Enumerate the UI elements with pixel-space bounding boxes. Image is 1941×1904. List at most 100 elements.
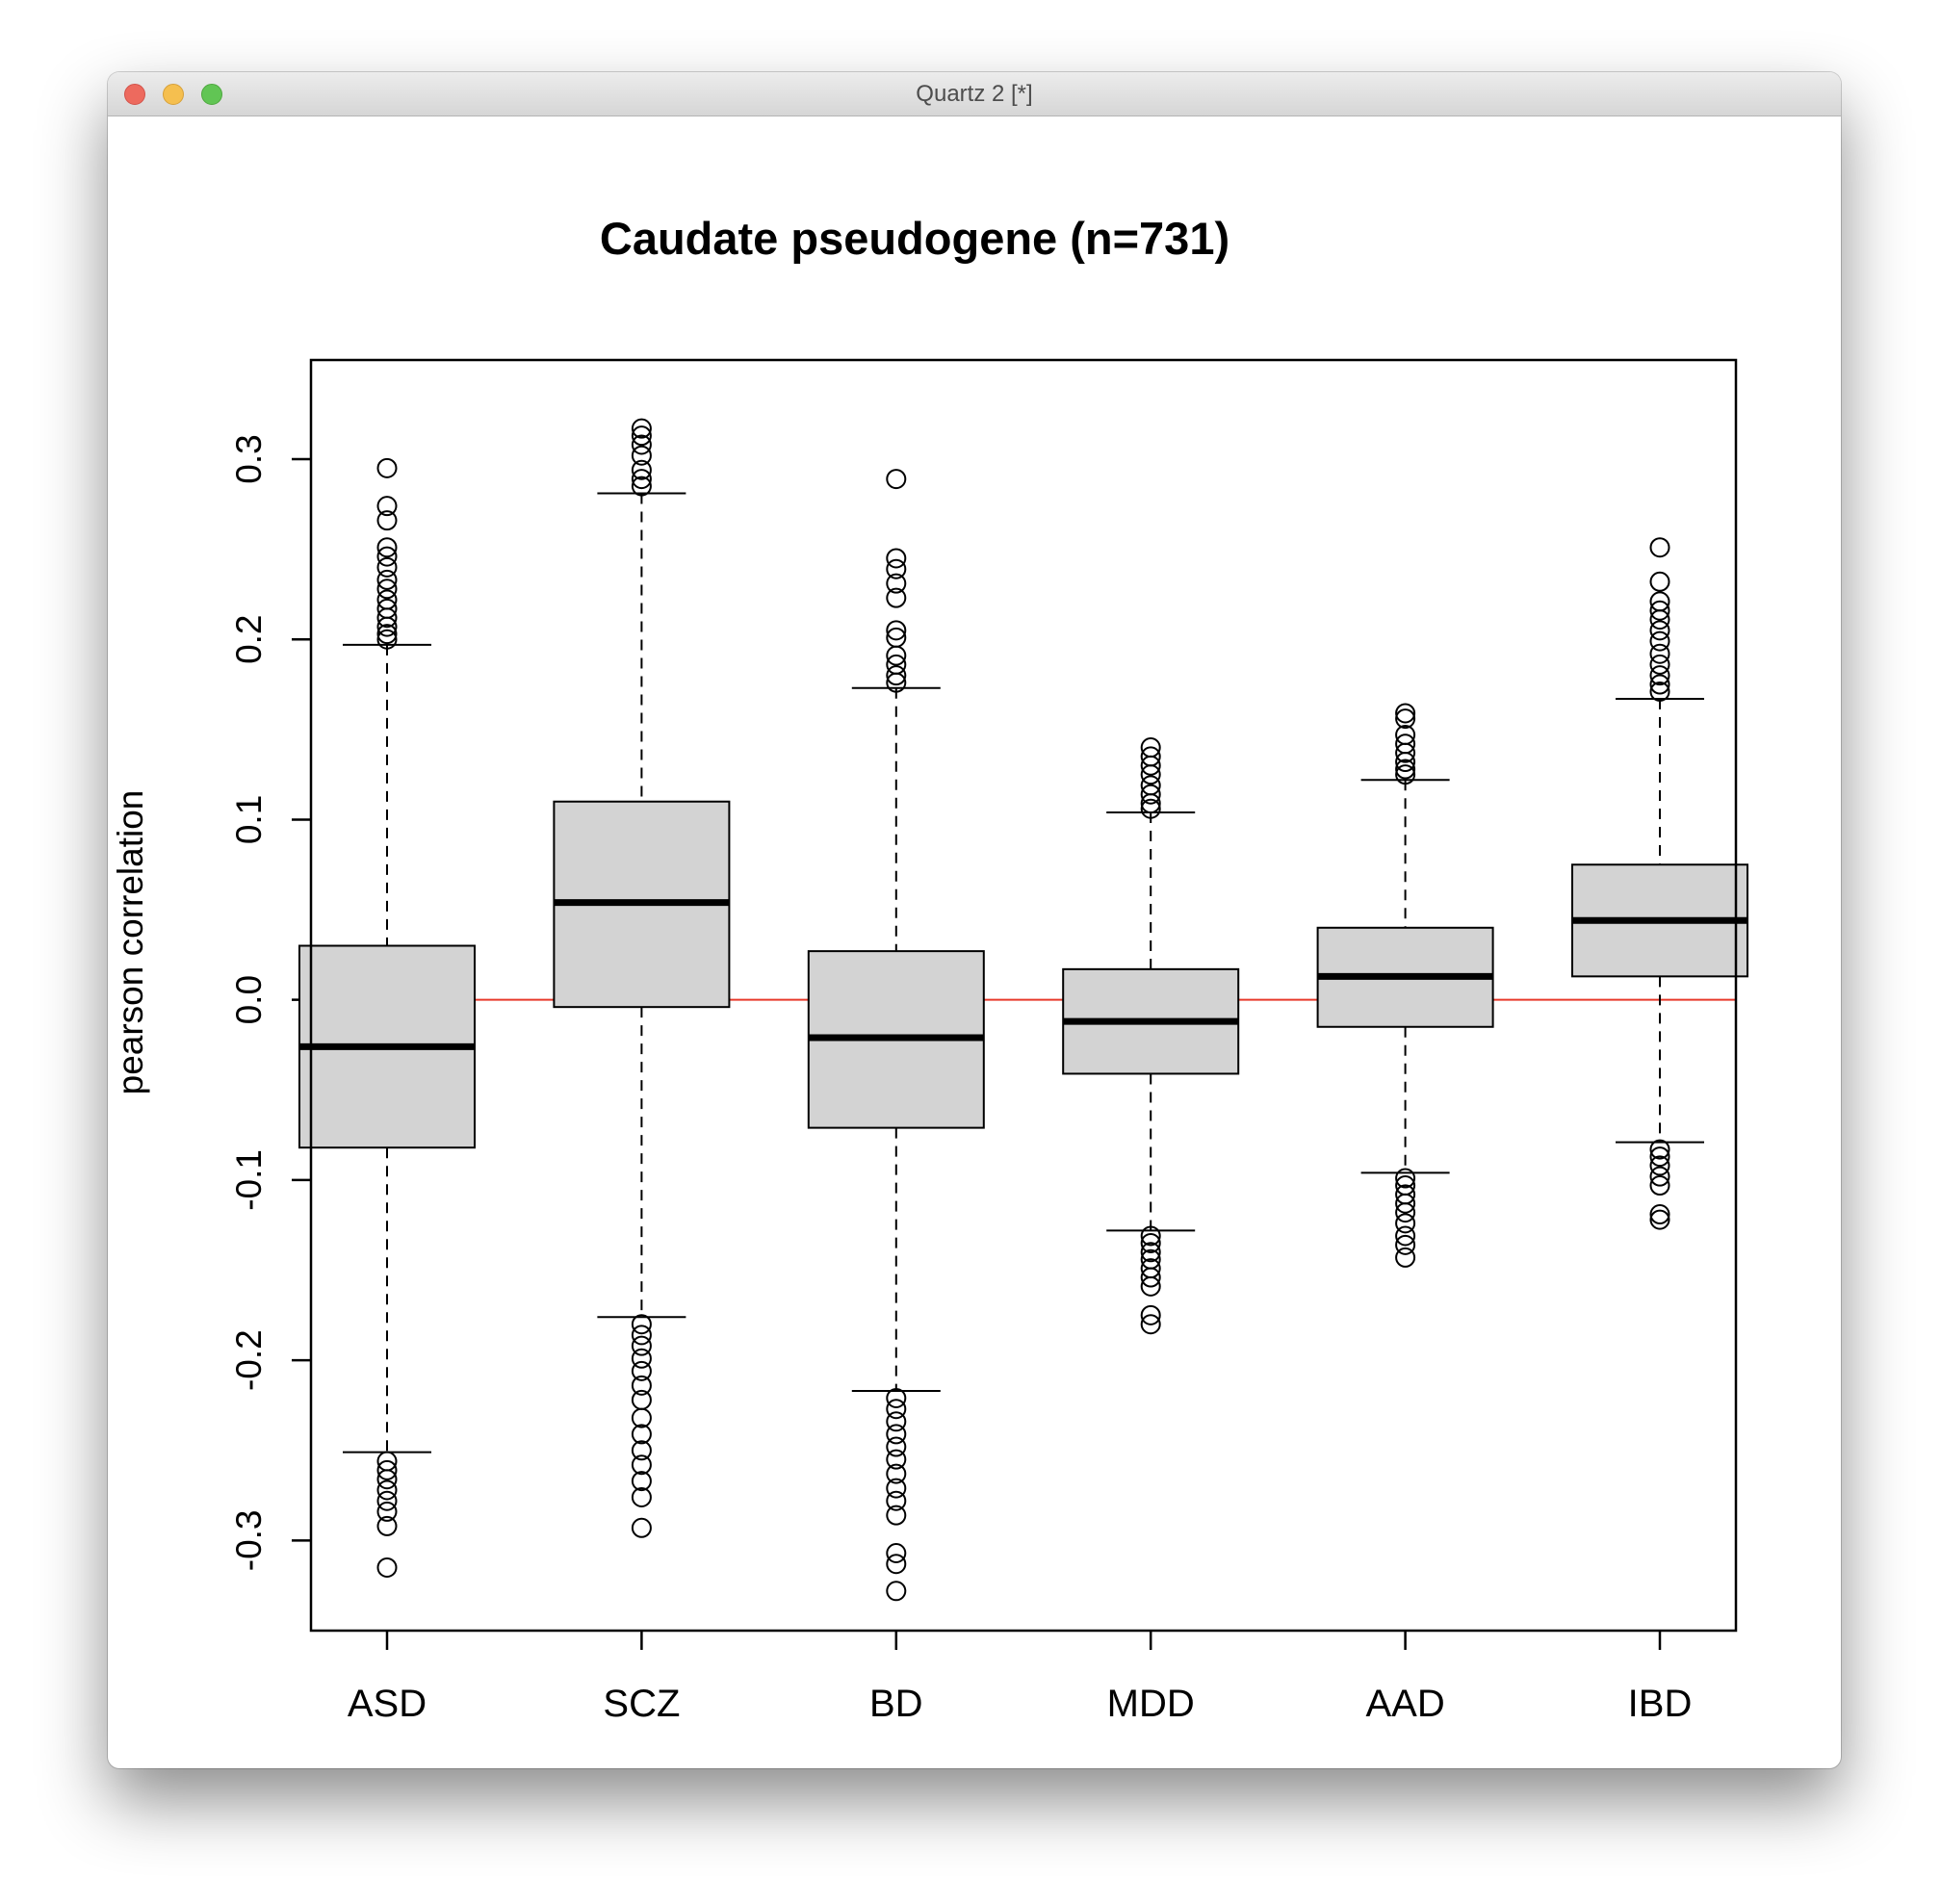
outlier-point [631, 1314, 652, 1335]
outlier-point [1140, 1275, 1161, 1297]
chart-title: Caudate pseudogene (n=731) [600, 213, 1229, 264]
outlier-point [886, 665, 907, 686]
x-tick-label: BD [869, 1683, 923, 1725]
outlier-point [376, 616, 398, 637]
minimize-button[interactable] [163, 84, 184, 105]
y-tick-label: -0.2 [229, 1329, 269, 1391]
outlier-point [886, 620, 907, 641]
outlier-point [886, 1478, 907, 1499]
outlier-point [1140, 764, 1161, 785]
outlier-point [1395, 1213, 1416, 1234]
outlier-point [376, 496, 398, 517]
outlier-point [886, 672, 907, 693]
outlier-point [1140, 1232, 1161, 1253]
x-tick-label: IBD [1628, 1683, 1693, 1725]
outlier-point [631, 459, 652, 480]
outlier-point [1140, 755, 1161, 776]
outlier-point [886, 1554, 907, 1575]
outlier-point [631, 1335, 652, 1356]
outlier-point [886, 1411, 907, 1432]
outlier-point [631, 1471, 652, 1492]
outlier-point [1140, 784, 1161, 805]
outlier-point [631, 1454, 652, 1476]
outlier-point [1649, 1139, 1670, 1160]
close-button[interactable] [124, 84, 145, 105]
outlier-point [886, 573, 907, 594]
outlier-point [1649, 630, 1670, 652]
outlier-point [1649, 620, 1670, 641]
window-title: Quartz 2 [*] [916, 81, 1033, 107]
plot-frame [309, 358, 1738, 1633]
outlier-point [886, 1505, 907, 1526]
outlier-point [1395, 742, 1416, 763]
outlier-point [631, 434, 652, 455]
outlier-point [376, 624, 398, 645]
outlier-point [886, 1424, 907, 1445]
outlier-point [1395, 1247, 1416, 1268]
title-bar: Quartz 2 [*] [108, 72, 1841, 116]
outlier-point [631, 476, 652, 497]
y-tick-label: 0.3 [229, 434, 269, 483]
outlier-point [1649, 537, 1670, 558]
outlier-point [376, 510, 398, 531]
outlier-point [886, 645, 907, 666]
outlier-point [1140, 1304, 1161, 1325]
y-axis-label: pearson correlation [111, 790, 150, 1095]
plot-area: -0.3 -0.2 -0.1 0.0 0.1 0.2 0.3 ASD SCZ BD MDD AAD IB… [229, 418, 1748, 1725]
y-tick-label: -0.3 [229, 1510, 269, 1572]
outlier-point [1395, 1193, 1416, 1214]
outlier-point [376, 607, 398, 629]
outlier-point [886, 548, 907, 569]
outlier-point [886, 1449, 907, 1470]
outlier-point [1140, 1314, 1161, 1335]
outlier-point [1649, 1146, 1670, 1168]
x-tick-label: ASD [348, 1683, 427, 1725]
outlier-point [886, 1387, 907, 1408]
outlier-point [1649, 600, 1670, 621]
outlier-point [886, 1399, 907, 1420]
outlier-point [1140, 1242, 1161, 1263]
outlier-point [1649, 571, 1670, 592]
outlier-point [631, 1517, 652, 1538]
outlier-point [1649, 665, 1670, 686]
outlier-point [1395, 752, 1416, 773]
outlier-point [631, 1486, 652, 1507]
outlier-point [631, 1440, 652, 1461]
outlier-point [1395, 1225, 1416, 1247]
outlier-point [631, 1424, 652, 1445]
outlier-point [631, 1348, 652, 1369]
outlier-point [1649, 674, 1670, 695]
boxplot-chart: Caudate pseudogene (n=731) pearson corre… [111, 213, 1748, 1725]
outlier-point [376, 457, 398, 478]
outlier-point [376, 546, 398, 567]
y-tick-label: 0.1 [229, 795, 269, 844]
outlier-point [1395, 759, 1416, 780]
zoom-button[interactable] [201, 84, 222, 105]
outlier-point [1649, 1203, 1670, 1224]
outlier-point [1395, 708, 1416, 730]
outlier-point [886, 1542, 907, 1563]
outlier-point [1395, 1234, 1416, 1255]
outlier-point [631, 1325, 652, 1346]
outlier-point [886, 1490, 907, 1511]
outlier-point [1649, 654, 1670, 675]
y-tick-label: 0.0 [229, 975, 269, 1024]
outlier-point [631, 425, 652, 447]
outlier-point [376, 1557, 398, 1578]
outlier-point [376, 629, 398, 650]
plot-canvas: Caudate pseudogene (n=731) pearson corre… [108, 116, 1841, 1768]
outlier-point [1395, 1202, 1416, 1223]
outlier-point [376, 1459, 398, 1480]
outlier-point [376, 1490, 398, 1511]
y-tick-label: -0.1 [229, 1149, 269, 1211]
outlier-point [376, 537, 398, 558]
outlier-point [886, 587, 907, 608]
outlier-point [1395, 764, 1416, 785]
x-tick-label: MDD [1107, 1683, 1195, 1725]
outlier-point [1649, 1209, 1670, 1230]
outlier-point [631, 1389, 652, 1410]
y-tick-label: 0.2 [229, 614, 269, 663]
x-tick-label: SCZ [603, 1683, 680, 1725]
outlier-point [376, 1479, 398, 1501]
outlier-point [1395, 1168, 1416, 1189]
